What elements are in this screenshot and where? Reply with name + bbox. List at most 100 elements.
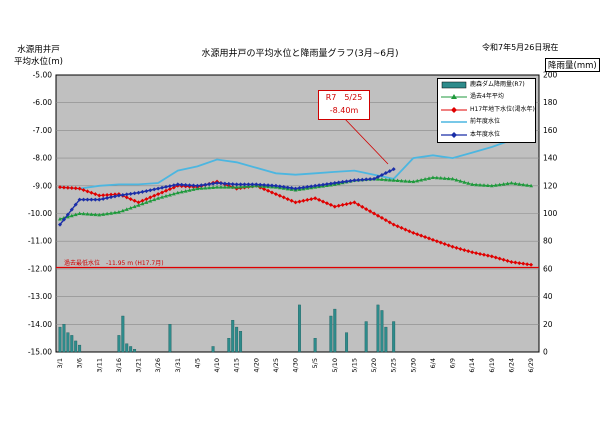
this-year-point (313, 183, 318, 188)
rain-bar (168, 324, 172, 353)
this-year-point (372, 176, 377, 181)
this-year-point (211, 181, 216, 186)
this-year-point (222, 181, 227, 186)
y2-tick-label: 40 (543, 292, 553, 301)
h17-point (505, 258, 510, 263)
h17-point (375, 213, 380, 218)
h17-point (160, 190, 165, 195)
this-year-point (266, 183, 271, 188)
this-year-point (89, 197, 94, 202)
rain-bar (125, 343, 129, 353)
this-year-point (293, 186, 298, 191)
past4yr-point (497, 182, 502, 187)
y2-tick-label: 0 (543, 348, 548, 357)
this-year-point (254, 182, 259, 187)
past4yr-point (167, 192, 172, 197)
this-year-point (364, 177, 369, 182)
h17-point (493, 255, 498, 260)
h17-point (478, 251, 483, 256)
h17-point (387, 220, 392, 225)
x-tick-label: 3/6 (76, 358, 84, 368)
h17-point (521, 261, 526, 266)
this-year-point (187, 183, 192, 188)
h17-point (427, 236, 432, 241)
this-year-point (128, 191, 133, 196)
legend-this-year-swatch (441, 131, 467, 138)
legend-item-this-year: 本年度水位 (438, 129, 535, 141)
past4yr-point (171, 191, 176, 196)
h17-point (144, 197, 149, 202)
past4yr-point (427, 176, 432, 180)
this-year-point (218, 181, 223, 186)
this-year-point (171, 183, 176, 188)
this-year-point (144, 189, 149, 194)
past4yr-point (93, 212, 98, 217)
h17-point (171, 185, 176, 190)
left-axis-label-line1: 水源用井戸 (17, 45, 60, 55)
rain-bar (211, 346, 215, 353)
past4yr-point (132, 204, 137, 209)
h17-point (73, 186, 78, 191)
rain-bars (58, 304, 396, 353)
h17-point (485, 253, 490, 258)
this-year-point (61, 217, 66, 222)
h17-point (372, 211, 377, 216)
rain-bar (227, 337, 231, 353)
h17-point (419, 233, 424, 238)
this-year-point (344, 179, 349, 184)
past4yr-point (124, 207, 129, 211)
this-year-point (305, 184, 310, 189)
h17-point (293, 200, 298, 205)
rain-bar (129, 346, 133, 353)
legend-label-rain: 鹿森ダム降雨量(R7) (470, 81, 525, 88)
h17-point (470, 250, 475, 255)
past4yr-point (73, 212, 78, 217)
h17-point (277, 193, 282, 198)
h17-point (297, 199, 302, 204)
this-year-point (140, 189, 145, 194)
x-tick-label: 6/9 (449, 358, 457, 368)
this-year-point (116, 193, 121, 198)
minimum-level-label: 過去最低水位 -11.95 m (H17.7月) (64, 260, 164, 267)
legend-past4yr-swatch (441, 94, 467, 100)
rain-bar (74, 340, 78, 353)
this-year-point (207, 182, 212, 187)
x-tick-label: 3/11 (95, 358, 103, 373)
this-year-point (262, 182, 267, 187)
h17-point (105, 192, 110, 197)
this-year-point (289, 186, 294, 191)
h17-point (152, 193, 157, 198)
rain-bar (62, 324, 66, 353)
past4yr-point (466, 181, 471, 185)
h17-point (430, 237, 435, 242)
prev-year-line (59, 135, 532, 190)
past4yr-point (226, 185, 231, 189)
rain-bar (364, 321, 368, 353)
past4yr-point (234, 185, 239, 189)
rain-bar (376, 304, 380, 353)
rain-bar (313, 337, 317, 353)
h17-point (132, 198, 137, 203)
this-year-point (281, 184, 286, 189)
h17-point (399, 225, 404, 230)
y2-tick-label: 100 (543, 209, 558, 218)
this-year-point (356, 177, 361, 182)
this-year-point (309, 184, 314, 189)
past4yr-point (509, 181, 514, 185)
h17-point (124, 195, 129, 200)
this-year-point (332, 181, 337, 186)
past4yr-point (218, 185, 223, 189)
h17-point (332, 204, 337, 209)
right-axis-label: 降雨量(mm) (545, 58, 600, 72)
h17-point (462, 248, 467, 253)
past4yr-point (222, 185, 227, 189)
rain-bar (380, 310, 384, 353)
past4yr-point (462, 180, 467, 184)
past4yr-point (415, 178, 420, 183)
legend-label-prev-year: 前年度水位 (470, 118, 501, 126)
past4yr-point (69, 213, 74, 218)
series-lines (58, 135, 534, 267)
x-tick-label: 5/30 (409, 358, 417, 373)
past4yr-point (109, 211, 114, 215)
